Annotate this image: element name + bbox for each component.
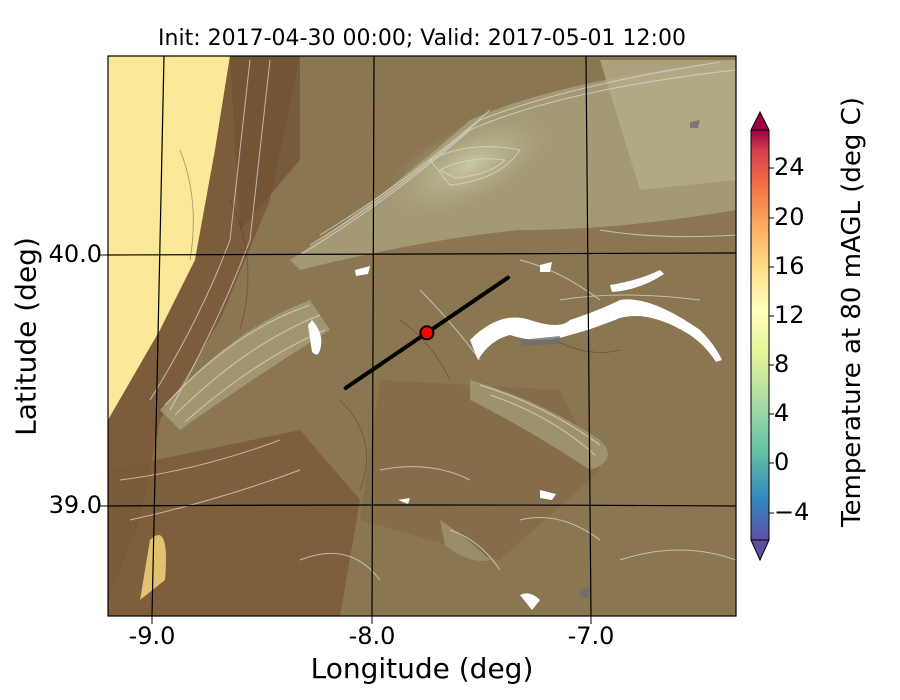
x-tick-label: -9.0 bbox=[128, 622, 176, 650]
axis-ticks bbox=[100, 254, 592, 624]
colorbar-tick: 0 bbox=[774, 448, 790, 476]
ocean bbox=[108, 56, 230, 420]
graticule bbox=[108, 56, 736, 616]
colorbar-tick: 24 bbox=[774, 153, 805, 181]
colorbar-tick: 16 bbox=[774, 252, 805, 280]
ridge-southeast bbox=[470, 380, 608, 470]
colorbar-tick: 4 bbox=[774, 399, 790, 427]
colorbar-tick: 12 bbox=[774, 301, 805, 329]
y-axis-label: Latitude (deg) bbox=[9, 237, 43, 436]
lake-shadows bbox=[520, 120, 700, 598]
colorbar bbox=[750, 110, 774, 562]
x-tick-label: -7.0 bbox=[567, 622, 615, 650]
colorbar-tick: −4 bbox=[774, 498, 810, 526]
x-tick-label: -8.0 bbox=[348, 622, 396, 650]
colorbar-tick: 20 bbox=[774, 203, 805, 231]
x-axis-label: Longitude (deg) bbox=[310, 652, 534, 685]
lakes bbox=[308, 262, 722, 610]
y-tick-label: 39.0 bbox=[48, 491, 102, 519]
station-marker bbox=[419, 325, 435, 341]
contours bbox=[119, 59, 736, 581]
southwest-lowland bbox=[108, 430, 360, 616]
map-frame bbox=[107, 55, 737, 617]
dark-contours bbox=[179, 149, 621, 491]
map-title: Init: 2017-04-30 00:00; Valid: 2017-05-0… bbox=[158, 26, 686, 51]
colorbar-label: Temperature at 80 mAGL (deg C) bbox=[837, 97, 867, 527]
colorbar-tick: 8 bbox=[774, 350, 790, 378]
ridge-west bbox=[160, 300, 330, 430]
y-tick-label: 40.0 bbox=[48, 240, 102, 268]
